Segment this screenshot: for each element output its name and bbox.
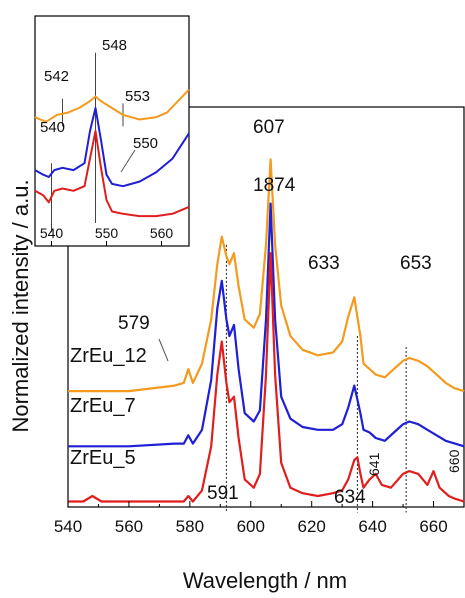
series-label-zreu-7: ZrEu_7 bbox=[70, 395, 136, 417]
main-plot-frame bbox=[67, 106, 465, 508]
inset-x-tick-label-540: 540 bbox=[40, 225, 64, 241]
main-plot: 540 560 580 600 620 640 660 bbox=[54, 106, 465, 536]
inset-550-pointer bbox=[120, 149, 136, 173]
peak-label-591: 591 bbox=[207, 483, 239, 504]
peak-label-607: 607 bbox=[253, 117, 285, 138]
inset-peak-label-553: 553 bbox=[125, 88, 150, 105]
series-line-zreu-12 bbox=[68, 158, 465, 393]
inset-peak-label-542: 542 bbox=[44, 68, 69, 85]
y-axis-title: Normalized intensity / a.u. bbox=[8, 179, 33, 432]
peak-label-634: 634 bbox=[334, 487, 366, 508]
inset-series-line-zreu-7 bbox=[34, 107, 190, 188]
peak-579-pointer bbox=[158, 338, 169, 362]
inset-plot: 540 550 560 548 542 553 540 550 bbox=[34, 15, 190, 247]
peak-label-641: 641 bbox=[366, 452, 382, 476]
inset-peak-label-548: 548 bbox=[102, 37, 127, 54]
x-tick-label-640: 640 bbox=[358, 517, 386, 536]
series-label-zreu-5: ZrEu_5 bbox=[70, 447, 136, 469]
x-tick-label-560: 560 bbox=[115, 517, 143, 536]
x-tick-label-540: 540 bbox=[54, 517, 82, 536]
inset-frame bbox=[34, 15, 190, 247]
peak-label-653: 653 bbox=[400, 253, 432, 274]
x-axis-title: Wavelength / nm bbox=[183, 568, 347, 593]
inset-series-line-zreu-5 bbox=[34, 130, 190, 218]
x-tick-label-600: 600 bbox=[237, 517, 265, 536]
x-tick-label-660: 660 bbox=[419, 517, 447, 536]
series-line-zreu-7 bbox=[68, 202, 465, 448]
inset-x-tick-label-560: 560 bbox=[150, 225, 174, 241]
inset-peak-label-540: 540 bbox=[40, 119, 65, 136]
x-tick-label-620: 620 bbox=[298, 517, 326, 536]
inset-x-tick-label-550: 550 bbox=[95, 225, 119, 241]
peak-label-633: 633 bbox=[308, 253, 340, 274]
peak-label-579: 579 bbox=[118, 313, 150, 334]
inset-peak-label-550: 550 bbox=[133, 135, 158, 152]
peak-label-660: 660 bbox=[446, 449, 462, 473]
series-line-zreu-5 bbox=[68, 252, 465, 503]
series-label-zreu-12: ZrEu_12 bbox=[70, 345, 147, 367]
peak-label-1874: 1874 bbox=[253, 175, 296, 196]
inset-series-line-zreu-12 bbox=[34, 88, 190, 123]
x-tick-label-580: 580 bbox=[176, 517, 204, 536]
